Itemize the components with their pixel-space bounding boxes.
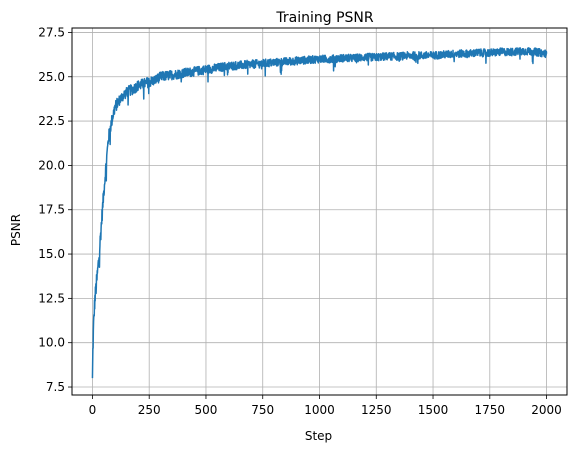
y-axis-label: PSNR [9,214,23,246]
y-tick-label: 20.0 [38,158,65,172]
chart-title: Training PSNR [275,10,373,26]
x-tick-label: 750 [251,403,274,417]
y-tick-label: 17.5 [38,203,65,217]
y-tick-label: 22.5 [38,114,65,128]
series-layer [91,46,548,379]
x-tick-label: 1250 [361,403,392,417]
y-tick-label: 25.0 [38,70,65,84]
grid [72,28,567,395]
x-tick-label: 250 [138,403,161,417]
x-tick-label: 1000 [304,403,335,417]
y-tick-label: 7.5 [46,380,65,394]
x-tick-label: 1750 [475,403,506,417]
x-tick-label: 2000 [531,403,562,417]
psnr-series-line [91,46,548,379]
y-tick-label: 10.0 [38,336,65,350]
x-axis: 0 250 500 750 1000 1250 1500 1750 2000 [89,395,562,417]
x-axis-label: Step [305,429,332,443]
x-tick-label: 1500 [418,403,449,417]
y-axis: 7.5 10.0 12.5 15.0 17.5 20.0 22.5 25.0 27.5 [38,25,72,394]
x-tick-label: 500 [195,403,218,417]
y-tick-label: 12.5 [38,291,65,305]
y-tick-label: 27.5 [38,25,65,39]
y-tick-label: 15.0 [38,247,65,261]
x-tick-label: 0 [89,403,97,417]
